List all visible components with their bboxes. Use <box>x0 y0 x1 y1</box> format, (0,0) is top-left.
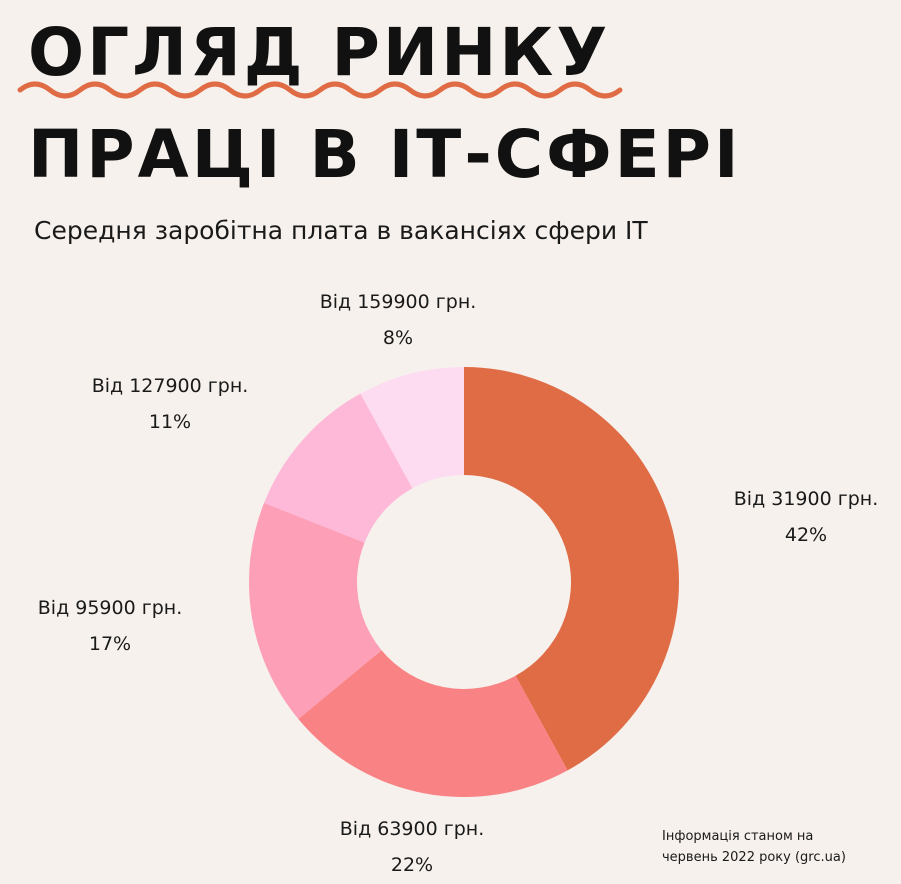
donut-slice-2 <box>298 650 568 797</box>
slice-percent-text: 22% <box>390 854 434 876</box>
donut-slice-3 <box>249 502 382 720</box>
slice-percent-text: 11% <box>148 411 192 433</box>
donut-slice-1 <box>464 367 679 771</box>
slice-label-3: Від 95900 грн. 17% <box>38 590 182 662</box>
slice-label-2: Від 63900 грн. 22% <box>340 811 484 883</box>
title-line-1: ОГЛЯД РИНКУ <box>28 14 611 91</box>
slice-label-text: Від 63900 грн. <box>339 818 485 840</box>
slice-label-text: Від 31900 грн. <box>733 488 879 510</box>
slice-label-5: Від 159900 грн. 8% <box>320 284 477 356</box>
slice-percent-text: 42% <box>784 524 828 546</box>
footnote-line-1: Інформація станом на <box>662 829 814 844</box>
slice-label-4: Від 127900 грн. 11% <box>92 368 249 440</box>
footnote-line-2: червень 2022 року (grc.ua) <box>662 850 846 865</box>
slice-label-text: Від 127900 грн. <box>91 375 249 397</box>
source-footnote: Інформація станом на червень 2022 року (… <box>662 826 846 868</box>
chart-subtitle: Середня заробітна плата в вакансіях сфер… <box>34 216 648 245</box>
slice-percent-text: 8% <box>382 327 414 349</box>
slice-label-1: Від 31900 грн. 42% <box>734 481 878 553</box>
slice-label-text: Від 95900 грн. <box>37 597 183 619</box>
slice-percent-text: 17% <box>88 633 132 655</box>
slice-label-text: Від 159900 грн. <box>319 291 477 313</box>
donut-slice-5 <box>360 367 464 489</box>
squiggle-underline-icon <box>17 81 623 99</box>
donut-slice-4 <box>264 393 413 543</box>
title-line-2: ПРАЦІ В ІТ-СФЕРІ <box>28 116 742 193</box>
